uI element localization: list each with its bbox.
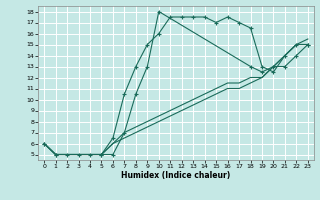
X-axis label: Humidex (Indice chaleur): Humidex (Indice chaleur) (121, 171, 231, 180)
